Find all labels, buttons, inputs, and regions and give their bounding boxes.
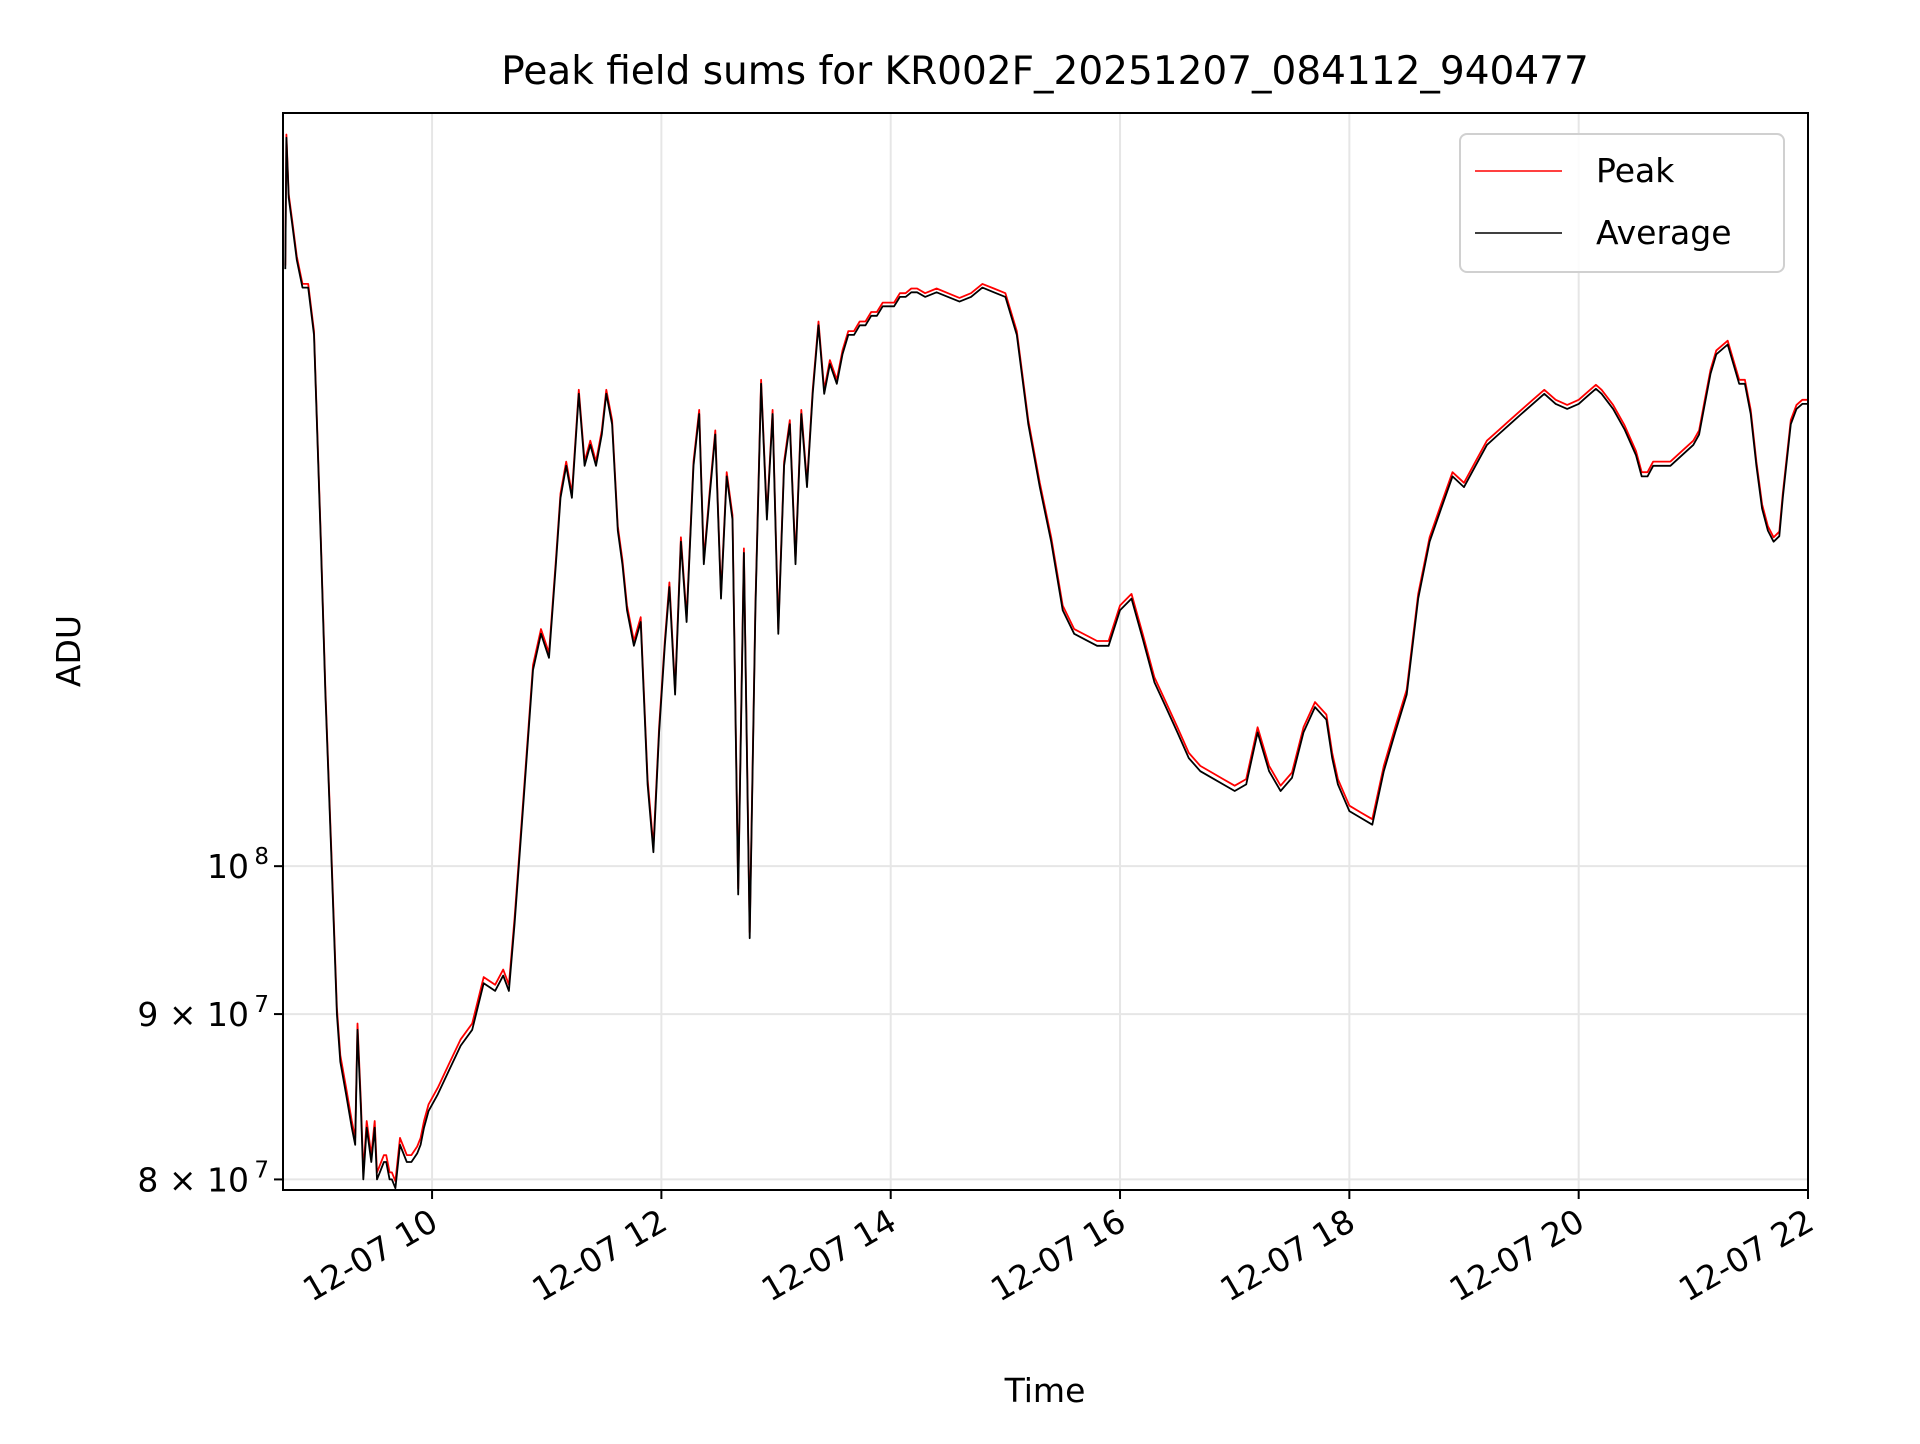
y-tick-exponent: 7: [254, 1157, 269, 1183]
chart-figure: 12-07 10 12-07 12 12-07 14 12-07 16 12-07 18…: [0, 0, 1920, 1440]
y-axis-label: ADU: [49, 615, 88, 687]
legend-label-peak: Peak: [1596, 151, 1675, 190]
y-tick-label: 10: [207, 847, 249, 886]
x-axis-label: Time: [1004, 1371, 1086, 1410]
legend: Peak Average: [1460, 134, 1784, 272]
y-tick-exponent: 8: [254, 844, 269, 870]
y-tick-exponent: 7: [254, 992, 269, 1018]
y-tick-label: 8 × 10: [137, 1160, 249, 1199]
chart-title: Peak field sums for KR002F_20251207_0841…: [501, 49, 1589, 94]
legend-label-average: Average: [1596, 213, 1732, 252]
line-chart: 12-07 10 12-07 12 12-07 14 12-07 16 12-07 18…: [0, 0, 1920, 1440]
y-tick-label: 9 × 10: [137, 995, 249, 1034]
